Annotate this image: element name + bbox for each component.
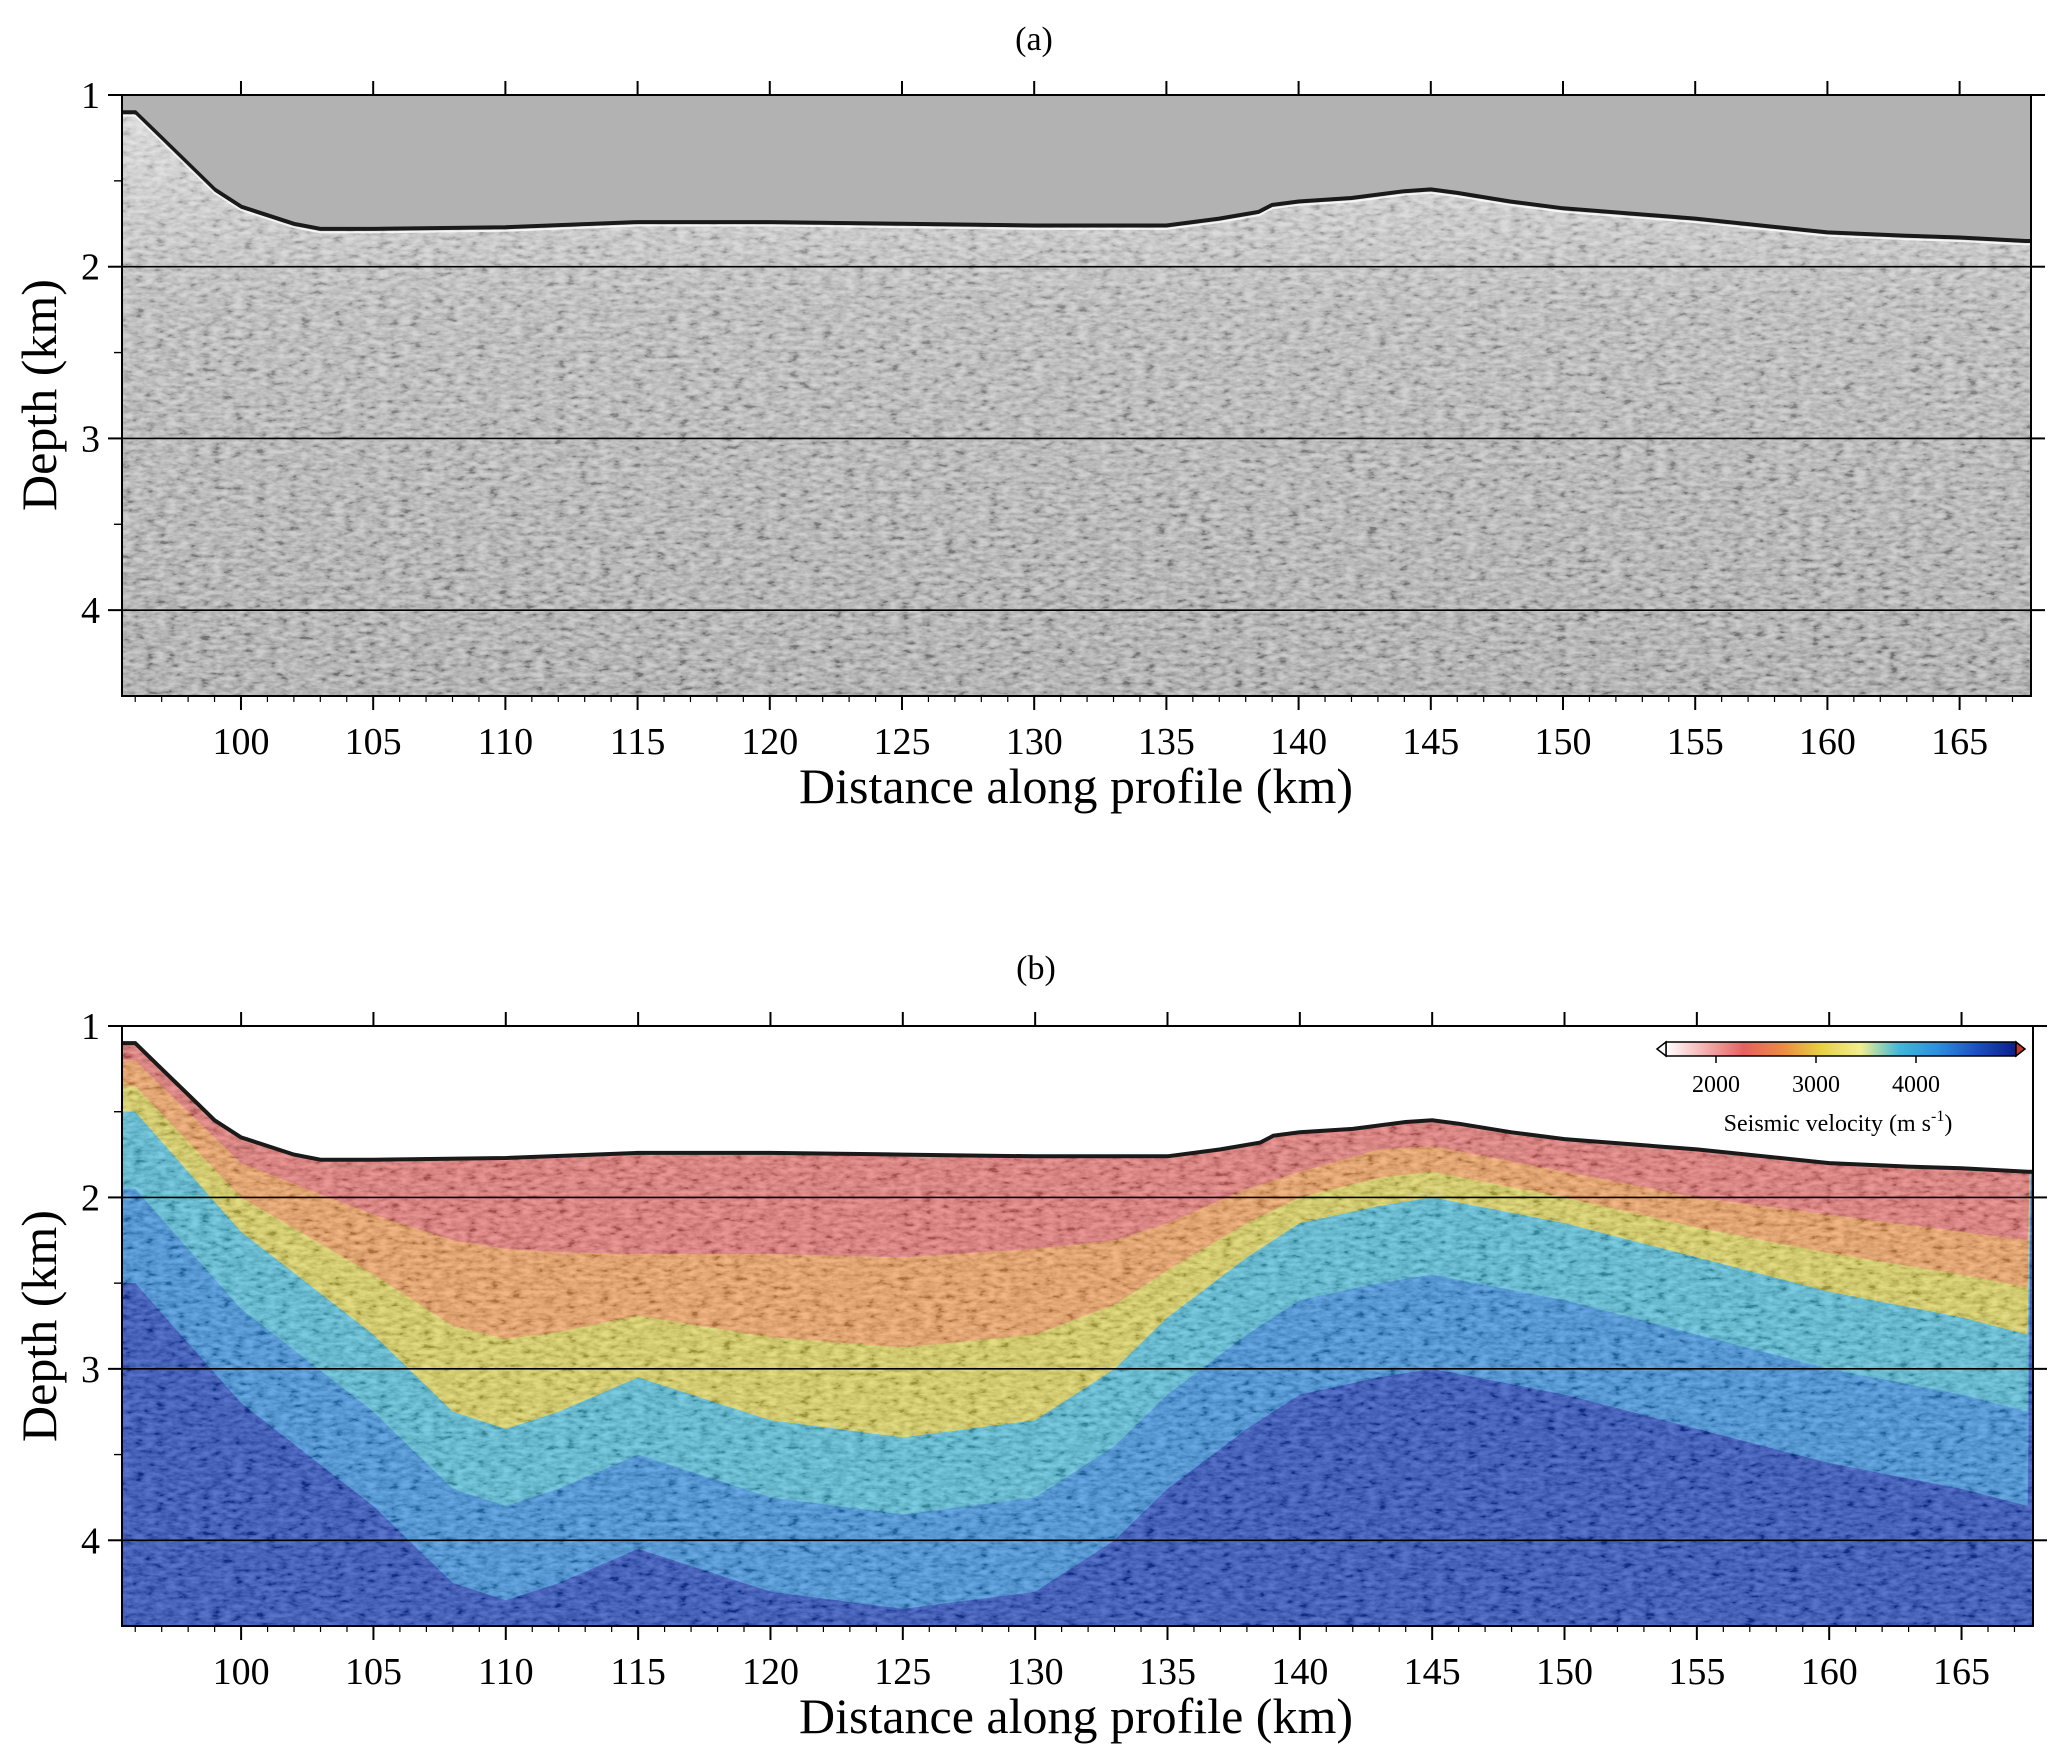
panel-b-x-axis: 100 105 110 115 120 125 130 135 140 145 150 155 160 1… bbox=[134, 1012, 2016, 1693]
colorbar-label: Seismic velocity (m s-1) bbox=[1724, 1108, 1953, 1137]
panel-a-title: (a) bbox=[1015, 21, 1053, 58]
colorbar-tick-label: 4000 bbox=[1892, 1072, 1940, 1098]
y-tick-label: 1 bbox=[81, 1006, 100, 1048]
colorbar-label-superscript: -1 bbox=[1931, 1108, 1944, 1125]
panel-a-frame bbox=[121, 94, 2032, 697]
x-tick-label: 155 bbox=[1668, 1651, 1725, 1693]
panel-b-y-axis: 1 2 3 4 bbox=[81, 1006, 2047, 1562]
panel-a-x-axis: 100 105 110 115 120 125 130 135 140 145 150 155 160 1… bbox=[134, 81, 2014, 763]
panel-a: (a) 100 105 110 115 120 125 130 135 140 145 150 155… bbox=[11, 21, 2045, 814]
panel-b-ylabel: Depth (km) bbox=[11, 1210, 67, 1442]
panel-b-frame bbox=[121, 1025, 2034, 1627]
colorbar: 2000 3000 4000 Seismic velocity (m s-1) bbox=[1655, 1040, 2027, 1137]
x-tick-label: 130 bbox=[1006, 721, 1063, 763]
colorbar-tick-label: 3000 bbox=[1792, 1072, 1840, 1098]
x-tick-label: 150 bbox=[1536, 1651, 1593, 1693]
x-tick-label: 120 bbox=[742, 1651, 799, 1693]
panel-a-y-axis: 1 2 3 4 bbox=[81, 75, 2045, 632]
x-tick-label: 150 bbox=[1535, 721, 1592, 763]
colorbar-ticks: 2000 3000 4000 bbox=[1692, 1056, 1940, 1098]
panel-b: (b) 100 105 110 115 120 125 130 135 140 145 150 155… bbox=[11, 950, 2047, 1744]
x-tick-label: 100 bbox=[213, 1651, 270, 1693]
y-tick-label: 4 bbox=[81, 1520, 100, 1562]
x-tick-label: 115 bbox=[610, 721, 666, 763]
x-tick-label: 110 bbox=[478, 1651, 534, 1693]
x-tick-label: 145 bbox=[1402, 721, 1459, 763]
x-tick-label: 155 bbox=[1667, 721, 1724, 763]
x-tick-label: 160 bbox=[1799, 721, 1856, 763]
panel-b-seafloor-reflector bbox=[122, 1041, 2033, 1174]
x-tick-label: 160 bbox=[1801, 1651, 1858, 1693]
y-tick-label: 1 bbox=[81, 75, 100, 117]
x-tick-label: 140 bbox=[1271, 1651, 1328, 1693]
x-tick-label: 165 bbox=[1933, 1651, 1990, 1693]
panel-a-seafloor-reflector-shadow bbox=[122, 114, 2031, 246]
panel-a-xlabel: Distance along profile (km) bbox=[799, 758, 1353, 814]
panel-a-ylabel: Depth (km) bbox=[11, 279, 67, 511]
x-tick-label: 145 bbox=[1404, 1651, 1461, 1693]
colorbar-ramp bbox=[1665, 1041, 2017, 1057]
y-tick-label: 2 bbox=[81, 247, 100, 289]
x-tick-label: 105 bbox=[345, 1651, 402, 1693]
panel-b-title: (b) bbox=[1016, 950, 1056, 987]
y-tick-label: 2 bbox=[81, 1177, 100, 1219]
y-tick-label: 3 bbox=[81, 418, 100, 460]
panel-a-seafloor-reflector bbox=[122, 110, 2031, 243]
x-tick-label: 135 bbox=[1139, 1651, 1196, 1693]
y-tick-label: 3 bbox=[81, 1349, 100, 1391]
panel-b-xlabel: Distance along profile (km) bbox=[799, 1688, 1353, 1744]
x-tick-label: 100 bbox=[212, 721, 269, 763]
x-tick-label: 125 bbox=[874, 1651, 931, 1693]
x-tick-label: 120 bbox=[741, 721, 798, 763]
x-tick-label: 115 bbox=[610, 1651, 666, 1693]
x-tick-label: 130 bbox=[1007, 1651, 1064, 1693]
colorbar-label-end: ) bbox=[1944, 1111, 1952, 1137]
x-tick-label: 110 bbox=[478, 721, 534, 763]
x-tick-label: 125 bbox=[873, 721, 930, 763]
x-tick-label: 165 bbox=[1931, 721, 1988, 763]
colorbar-high-arrow bbox=[2015, 1040, 2027, 1058]
panel-b-gridlines bbox=[122, 1196, 2033, 1542]
colorbar-tick-label: 2000 bbox=[1692, 1072, 1740, 1098]
panel-a-gridlines bbox=[122, 265, 2031, 611]
x-tick-label: 105 bbox=[345, 721, 402, 763]
y-tick-label: 4 bbox=[81, 590, 100, 632]
x-tick-label: 140 bbox=[1270, 721, 1327, 763]
x-tick-label: 135 bbox=[1138, 721, 1195, 763]
colorbar-low-arrow bbox=[1655, 1040, 1667, 1058]
